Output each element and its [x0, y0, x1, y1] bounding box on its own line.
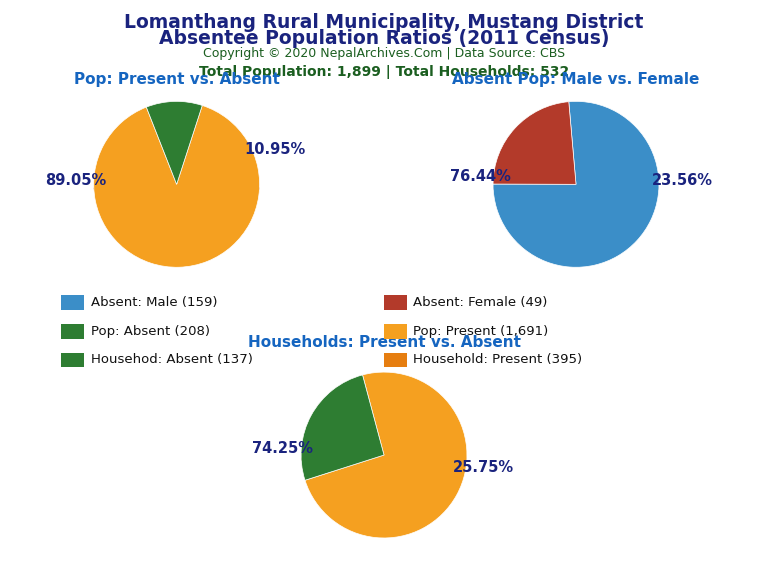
- Text: Lomanthang Rural Municipality, Mustang District: Lomanthang Rural Municipality, Mustang D…: [124, 13, 644, 32]
- Text: Absent: Female (49): Absent: Female (49): [413, 296, 548, 309]
- Wedge shape: [147, 101, 202, 184]
- Text: Pop: Present vs. Absent: Pop: Present vs. Absent: [74, 72, 280, 87]
- Text: 10.95%: 10.95%: [244, 142, 305, 157]
- Text: 76.44%: 76.44%: [450, 169, 511, 184]
- Text: 89.05%: 89.05%: [45, 173, 106, 188]
- Text: 74.25%: 74.25%: [253, 441, 313, 456]
- Text: Pop: Absent (208): Pop: Absent (208): [91, 325, 210, 338]
- Wedge shape: [301, 375, 384, 480]
- Ellipse shape: [493, 174, 659, 203]
- Text: Househod: Absent (137): Househod: Absent (137): [91, 354, 253, 366]
- Wedge shape: [305, 372, 467, 538]
- Wedge shape: [94, 105, 260, 267]
- Text: 25.75%: 25.75%: [453, 460, 514, 475]
- Text: Copyright © 2020 NepalArchives.Com | Data Source: CBS: Copyright © 2020 NepalArchives.Com | Dat…: [203, 47, 565, 60]
- Wedge shape: [493, 102, 576, 184]
- Text: 23.56%: 23.56%: [652, 173, 713, 188]
- Wedge shape: [493, 101, 659, 267]
- Text: Absent: Male (159): Absent: Male (159): [91, 296, 217, 309]
- Text: Absentee Population Ratios (2011 Census): Absentee Population Ratios (2011 Census): [159, 29, 609, 48]
- Ellipse shape: [301, 445, 467, 473]
- Text: Household: Present (395): Household: Present (395): [413, 354, 582, 366]
- Text: Total Population: 1,899 | Total Households: 532: Total Population: 1,899 | Total Househol…: [199, 65, 569, 78]
- Text: Households: Present vs. Absent: Households: Present vs. Absent: [247, 335, 521, 350]
- Text: Absent Pop: Male vs. Female: Absent Pop: Male vs. Female: [452, 72, 700, 87]
- Text: Pop: Present (1,691): Pop: Present (1,691): [413, 325, 548, 338]
- Ellipse shape: [94, 174, 260, 203]
